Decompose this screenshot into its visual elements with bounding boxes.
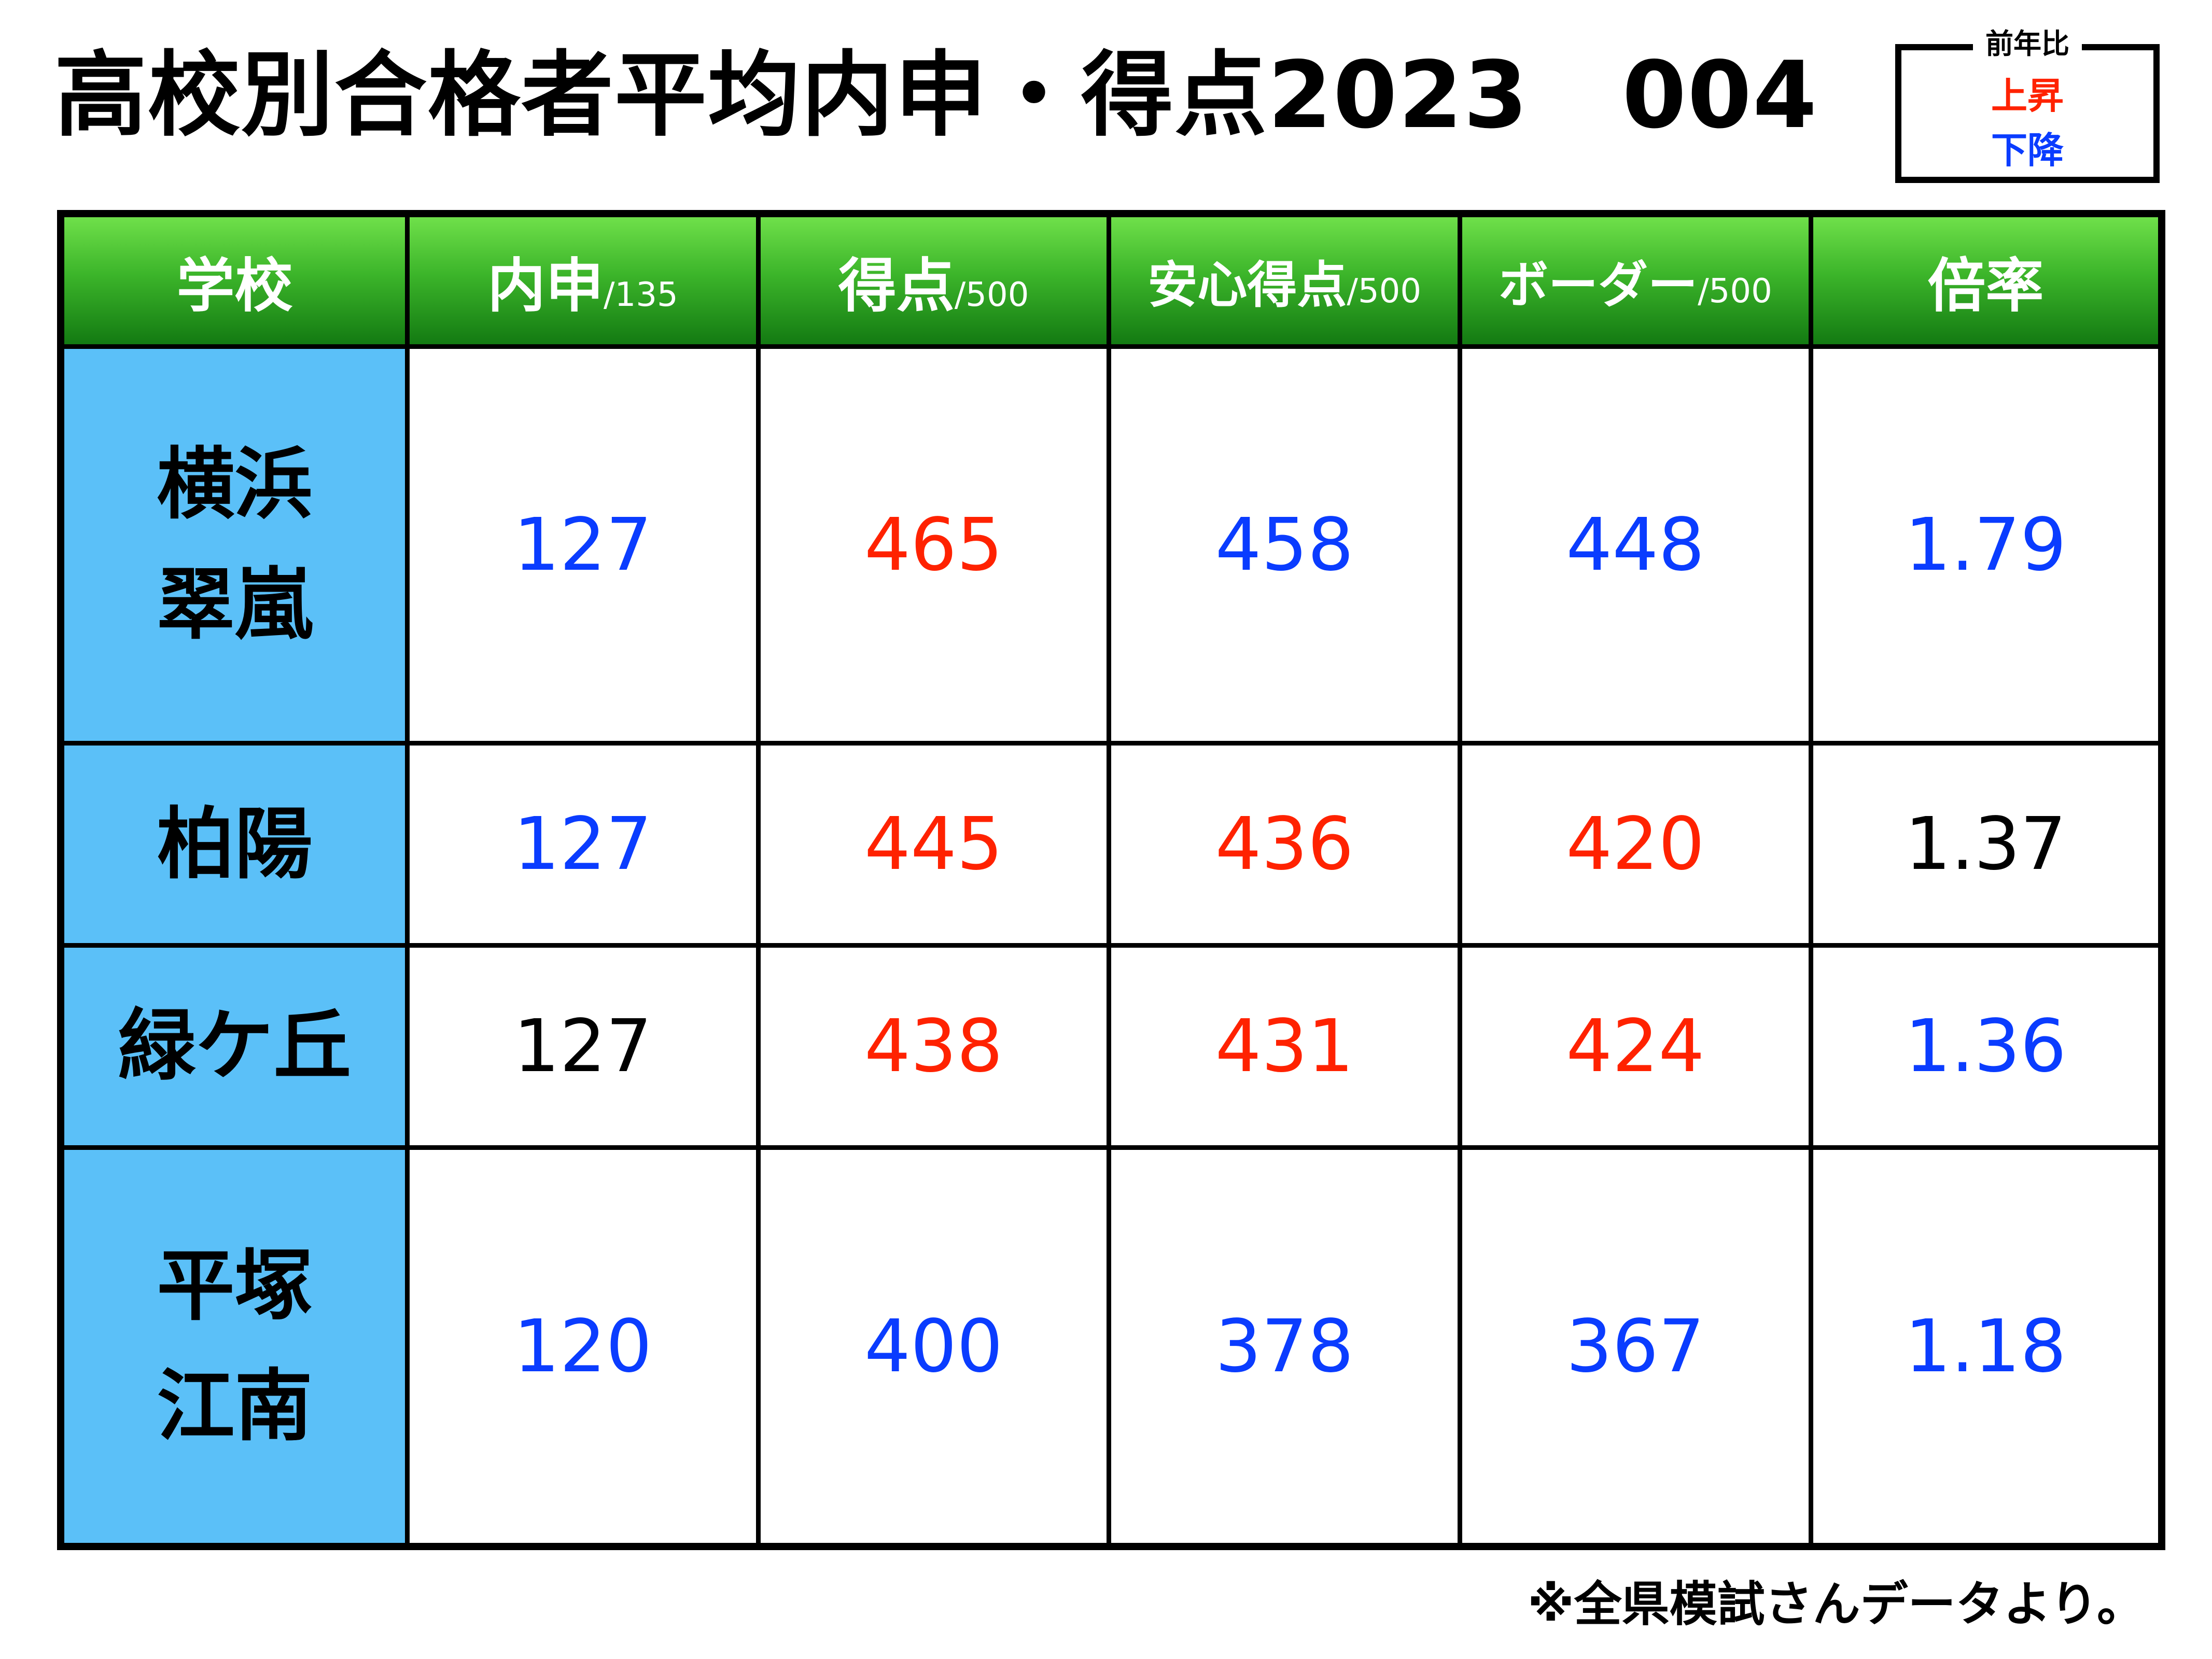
header-school: 学校 [58, 211, 410, 349]
legend-bottom-rule [1911, 177, 2144, 183]
header-border: ボーダー/500 [1458, 211, 1813, 349]
legend-up-label: 上昇 [1991, 75, 2064, 117]
school-name-cell: 横浜 翠嵐 [58, 344, 410, 746]
ratio-cell: 1.79 [1808, 344, 2164, 746]
safe-score-cell: 458 [1107, 344, 1463, 746]
ratio-cell: 1.37 [1808, 741, 2164, 948]
naishin-cell: 127 [405, 344, 761, 746]
legend-top-rule-left [1911, 44, 1973, 50]
header-naishin: 内申/135 [405, 211, 761, 349]
school-name-line: 翠嵐 [157, 560, 313, 651]
score-cell: 400 [755, 1145, 1112, 1549]
header-ratio: 倍率 [1808, 211, 2164, 349]
school-name-line: 柏陽 [157, 799, 313, 890]
naishin-cell: 120 [405, 1145, 761, 1549]
score-cell: 465 [755, 344, 1112, 746]
border-cell: 448 [1458, 344, 1813, 746]
school-name-line: 横浜 [157, 439, 313, 530]
table-row: 緑ケ丘 127 438 431 424 1.36 [58, 943, 2164, 1150]
school-name-cell: 柏陽 [58, 741, 410, 948]
ratio-cell: 1.36 [1808, 943, 2164, 1150]
safe-score-cell: 431 [1107, 943, 1463, 1150]
naishin-cell: 127 [405, 741, 761, 948]
school-name-cell: 緑ケ丘 [58, 943, 410, 1150]
score-cell: 445 [755, 741, 1112, 948]
legend-top-rule-right [2082, 44, 2144, 50]
header-score: 得点/500 [755, 211, 1112, 349]
school-name-cell: 平塚 江南 [58, 1145, 410, 1549]
table-row: 柏陽 127 445 436 420 1.37 [58, 741, 2164, 948]
naishin-cell: 127 [405, 943, 761, 1150]
page-title: 高校別合格者平均内申・得点2023 004 [54, 41, 1818, 149]
trend-legend: 前年比 上昇 下降 [1895, 29, 2160, 183]
safe-score-cell: 378 [1107, 1145, 1463, 1549]
legend-down-label: 下降 [1991, 129, 2064, 172]
border-cell: 424 [1458, 943, 1813, 1150]
results-table: 学校 内申/135 得点/500 安心得点/500 ボーダー/500 倍率 横浜… [57, 210, 2165, 1550]
school-name-line: 江南 [157, 1361, 313, 1452]
border-cell: 367 [1458, 1145, 1813, 1549]
school-name-line: 平塚 [157, 1241, 313, 1331]
school-name-line: 緑ケ丘 [118, 1001, 352, 1092]
legend-bracket-right [2139, 44, 2160, 183]
header-safe-score: 安心得点/500 [1107, 211, 1463, 349]
header-row: 学校 内申/135 得点/500 安心得点/500 ボーダー/500 倍率 [58, 211, 2164, 349]
ratio-cell: 1.18 [1808, 1145, 2164, 1549]
safe-score-cell: 436 [1107, 741, 1463, 948]
legend-heading: 前年比 [1985, 27, 2069, 60]
table-row: 横浜 翠嵐 127 465 458 448 1.79 [58, 344, 2164, 746]
source-footnote: ※全県模試さんデータより。 [1528, 1577, 2145, 1632]
border-cell: 420 [1458, 741, 1813, 948]
score-cell: 438 [755, 943, 1112, 1150]
table-row: 平塚 江南 120 400 378 367 1.18 [58, 1145, 2164, 1549]
